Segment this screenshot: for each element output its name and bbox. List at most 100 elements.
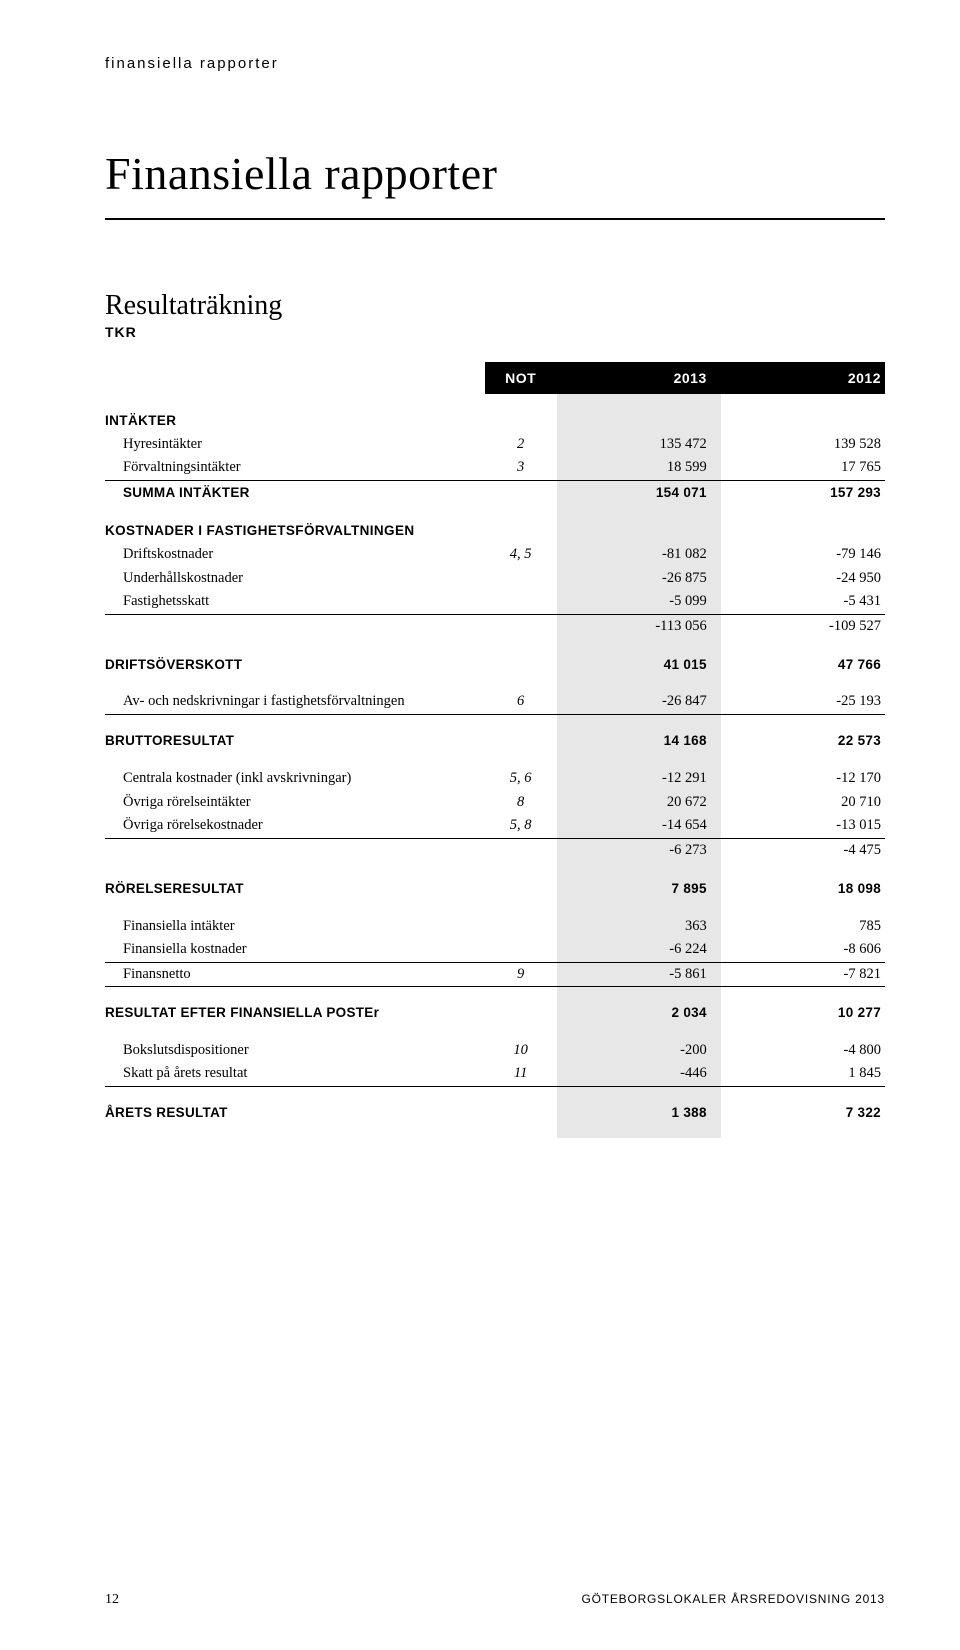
header-not: NOT bbox=[485, 362, 557, 394]
row-2012: 18 098 bbox=[721, 876, 885, 900]
row-not: 6 bbox=[485, 690, 557, 714]
row-label: Hyresintäkter bbox=[105, 432, 485, 456]
row-2013: -446 bbox=[557, 1062, 721, 1086]
row-label: Fastighetsskatt bbox=[105, 590, 485, 614]
table-row: Fastighetsskatt -5 099 -5 431 bbox=[105, 590, 885, 614]
row-label: Av- och nedskrivningar i fastighetsförva… bbox=[105, 690, 485, 714]
row-2013: 135 472 bbox=[557, 432, 721, 456]
row-label: Underhållskostnader bbox=[105, 566, 485, 590]
row-2013: 18 599 bbox=[557, 456, 721, 480]
table-row: Finansiella intäkter 363 785 bbox=[105, 914, 885, 938]
arets-resultat-row: ÅRETS RESULTAT 1 388 7 322 bbox=[105, 1100, 885, 1124]
row-label: Skatt på årets resultat bbox=[105, 1062, 485, 1086]
row-2012: -24 950 bbox=[721, 566, 885, 590]
row-2013: 14 168 bbox=[557, 728, 721, 752]
row-2013: 2 034 bbox=[557, 1000, 721, 1024]
footer-source: GÖTEBORGSLOKALER ÅRSREDOVISNING 2013 bbox=[581, 1592, 885, 1608]
header-2013: 2013 bbox=[557, 362, 721, 394]
page-footer: 12 GÖTEBORGSLOKALER ÅRSREDOVISNING 2013 bbox=[105, 1592, 885, 1608]
table-row: Finansnetto 9 -5 861 -7 821 bbox=[105, 962, 885, 986]
row-2012: -109 527 bbox=[721, 614, 885, 638]
financial-report-page: finansiella rapporter Finansiella rappor… bbox=[0, 0, 960, 1650]
row-label: Finansiella kostnader bbox=[105, 938, 485, 962]
row-label: SUMMA INTÄKTER bbox=[105, 480, 485, 504]
row-label: RESULTAT EFTER FINANSIELLA POSTEr bbox=[105, 1000, 485, 1024]
income-statement-table: NOT 2013 2012 INTÄKTER Hyresintäkter 2 1… bbox=[105, 362, 885, 1138]
row-2013: -5 861 bbox=[557, 962, 721, 986]
row-2013: 1 388 bbox=[557, 1100, 721, 1124]
row-2013: -12 291 bbox=[557, 766, 721, 790]
page-title: Finansiella rapporter bbox=[105, 147, 885, 220]
row-label: RÖRELSERESULTAT bbox=[105, 876, 485, 900]
section-header-row: KOSTNADER I FASTIGHETSFÖRVALTNINGEN bbox=[105, 518, 885, 542]
table-header-row: NOT 2013 2012 bbox=[105, 362, 885, 394]
row-not: 10 bbox=[485, 1038, 557, 1062]
row-2012: -8 606 bbox=[721, 938, 885, 962]
row-2013: -26 847 bbox=[557, 690, 721, 714]
row-not: 4, 5 bbox=[485, 542, 557, 566]
row-not: 11 bbox=[485, 1062, 557, 1086]
section-intakter: INTÄKTER bbox=[105, 408, 485, 432]
bruttoresultat-row: BRUTTORESULTAT 14 168 22 573 bbox=[105, 728, 885, 752]
section-kostnader: KOSTNADER I FASTIGHETSFÖRVALTNINGEN bbox=[105, 518, 485, 542]
table-row: Övriga rörelsekostnader 5, 8 -14 654 -13… bbox=[105, 814, 885, 838]
table-row: Förvaltningsintäkter 3 18 599 17 765 bbox=[105, 456, 885, 480]
row-2013: -81 082 bbox=[557, 542, 721, 566]
row-2013: 7 895 bbox=[557, 876, 721, 900]
row-2012: -25 193 bbox=[721, 690, 885, 714]
row-2012: -12 170 bbox=[721, 766, 885, 790]
breadcrumb: finansiella rapporter bbox=[105, 55, 885, 72]
row-2012: 47 766 bbox=[721, 652, 885, 676]
table-row: Underhållskostnader -26 875 -24 950 bbox=[105, 566, 885, 590]
table-row: Centrala kostnader (inkl avskrivningar) … bbox=[105, 766, 885, 790]
row-label: Bokslutsdispositioner bbox=[105, 1038, 485, 1062]
table-row: Driftskostnader 4, 5 -81 082 -79 146 bbox=[105, 542, 885, 566]
table-row: Finansiella kostnader -6 224 -8 606 bbox=[105, 938, 885, 962]
row-2013: 154 071 bbox=[557, 480, 721, 504]
row-label: Driftskostnader bbox=[105, 542, 485, 566]
table-row: Hyresintäkter 2 135 472 139 528 bbox=[105, 432, 885, 456]
header-2012: 2012 bbox=[721, 362, 885, 394]
row-not bbox=[485, 914, 557, 938]
row-not bbox=[485, 590, 557, 614]
kostnader-sum-row: -113 056 -109 527 bbox=[105, 614, 885, 638]
row-not bbox=[485, 938, 557, 962]
row-2012: 1 845 bbox=[721, 1062, 885, 1086]
row-2012: -7 821 bbox=[721, 962, 885, 986]
row-2012: 17 765 bbox=[721, 456, 885, 480]
section-header-row: INTÄKTER bbox=[105, 408, 885, 432]
row-not: 5, 8 bbox=[485, 814, 557, 838]
row-2013: 20 672 bbox=[557, 790, 721, 814]
header-blank bbox=[105, 362, 485, 394]
row-label: Förvaltningsintäkter bbox=[105, 456, 485, 480]
section-subtitle: Resultaträkning bbox=[105, 290, 885, 322]
row-2013: 363 bbox=[557, 914, 721, 938]
tkr-label: TKR bbox=[105, 324, 885, 340]
table-row: Bokslutsdispositioner 10 -200 -4 800 bbox=[105, 1038, 885, 1062]
row-not: 3 bbox=[485, 456, 557, 480]
row-not: 8 bbox=[485, 790, 557, 814]
summa-intakter-row: SUMMA INTÄKTER 154 071 157 293 bbox=[105, 480, 885, 504]
row-2012: 10 277 bbox=[721, 1000, 885, 1024]
resultat-efter-row: RESULTAT EFTER FINANSIELLA POSTEr 2 034 … bbox=[105, 1000, 885, 1024]
row-2012: -4 475 bbox=[721, 838, 885, 862]
row-2013: 41 015 bbox=[557, 652, 721, 676]
row-2012: -5 431 bbox=[721, 590, 885, 614]
row-2012: 7 322 bbox=[721, 1100, 885, 1124]
row-label: Övriga rörelsekostnader bbox=[105, 814, 485, 838]
row-2013: -14 654 bbox=[557, 814, 721, 838]
table-row: Övriga rörelseintäkter 8 20 672 20 710 bbox=[105, 790, 885, 814]
row-2013: -6 224 bbox=[557, 938, 721, 962]
row-2013: -5 099 bbox=[557, 590, 721, 614]
row-not: 2 bbox=[485, 432, 557, 456]
row-2012: -79 146 bbox=[721, 542, 885, 566]
row-2012: -13 015 bbox=[721, 814, 885, 838]
row-label: ÅRETS RESULTAT bbox=[105, 1100, 485, 1124]
row-2013: -6 273 bbox=[557, 838, 721, 862]
avskrivning-row: Av- och nedskrivningar i fastighetsförva… bbox=[105, 690, 885, 714]
row-2012: 20 710 bbox=[721, 790, 885, 814]
row-label: Finansiella intäkter bbox=[105, 914, 485, 938]
centrala-sum-row: -6 273 -4 475 bbox=[105, 838, 885, 862]
row-2013: -200 bbox=[557, 1038, 721, 1062]
row-label: Centrala kostnader (inkl avskrivningar) bbox=[105, 766, 485, 790]
